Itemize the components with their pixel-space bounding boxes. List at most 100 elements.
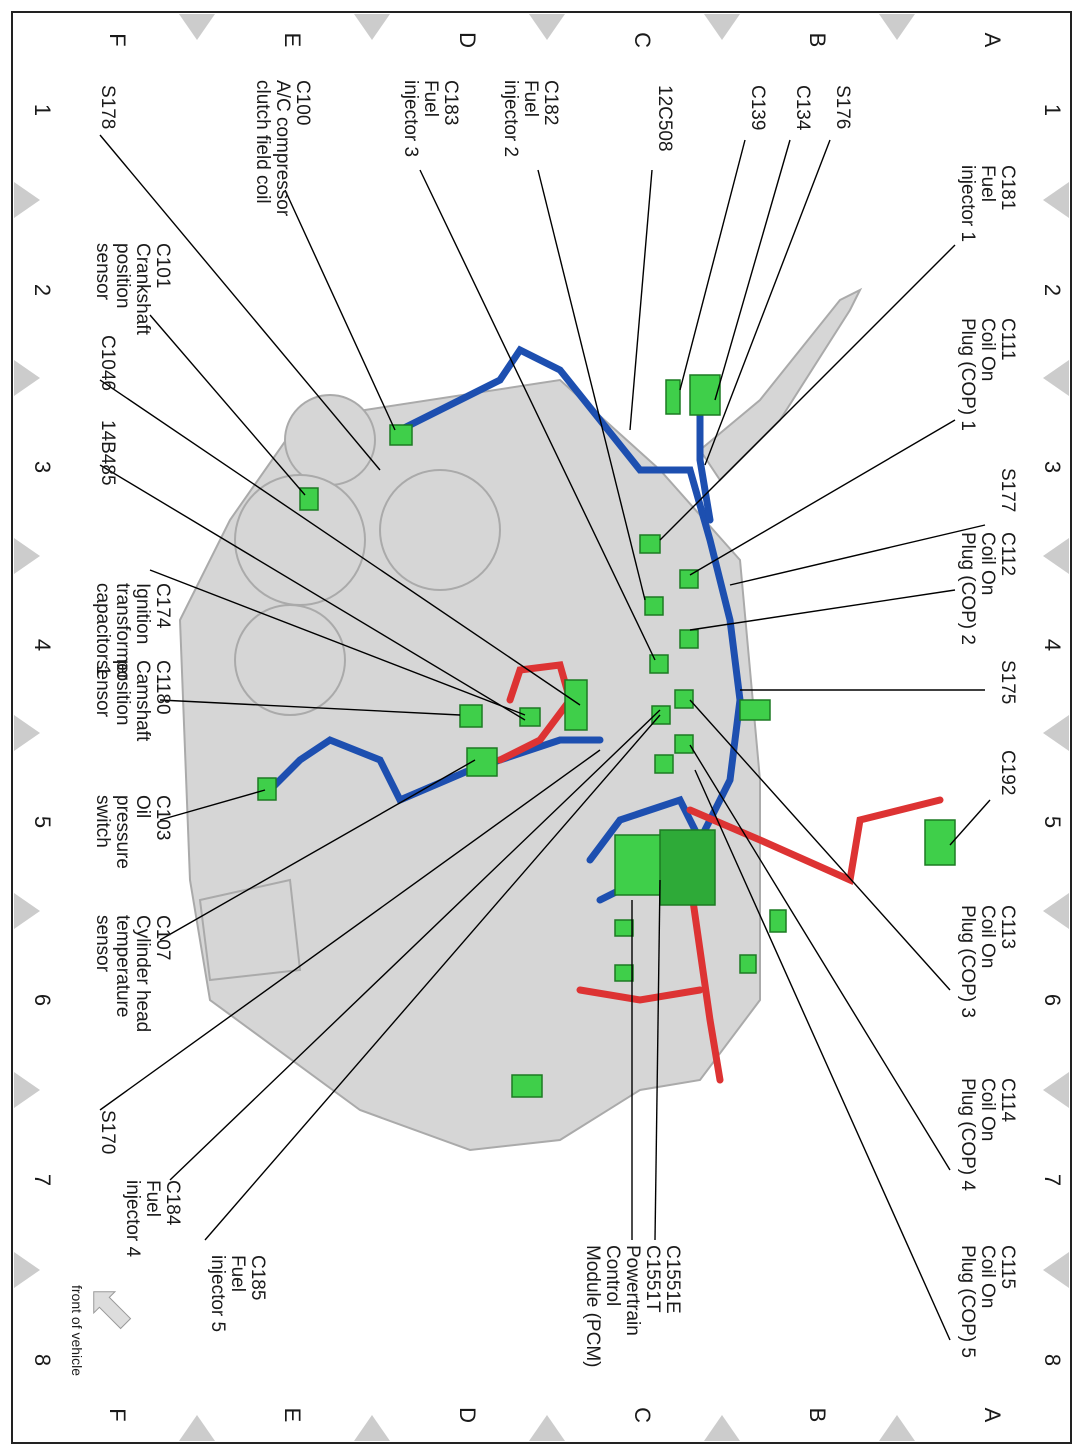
callout-label: S177 [997,468,1018,512]
grid-column-label: F [105,33,130,46]
leader-line [537,169,646,601]
grid-column-label: C [630,1407,655,1423]
grid-row-label: 2 [1040,284,1065,296]
callout-label: C111Coil OnPlug (COP) 1 [957,318,1018,431]
connector [564,679,588,731]
engine [178,287,956,1152]
grid-marker [14,893,40,929]
callout-label: C1046 [97,335,118,391]
connector [739,699,771,721]
grid-column-label: C [630,32,655,48]
callout-label: S170 [97,1110,118,1154]
front-label: front of vehicle [69,1285,85,1376]
callout-line: Coil On [977,532,998,595]
callout-line: S170 [97,1110,118,1154]
callout-line: C185 [247,1255,268,1300]
callout-line: C115 [997,1245,1018,1289]
grid-row-label: 3 [1040,461,1065,473]
grid-row-label: 1 [30,104,55,116]
connector [459,704,483,728]
callout-label: C100A/C compressorclutch field coil [252,80,313,217]
grid-marker [529,1415,565,1441]
grid-marker [1043,538,1069,574]
leader-line [729,524,986,586]
grid-column-label: D [455,1407,480,1423]
callout-label: C1551EC1551TPowertrainControlModule (PCM… [582,1245,683,1367]
connector [639,534,661,554]
callout-line: clutch field coil [252,80,273,204]
callout-line: position [112,243,133,309]
callout-line: S176 [832,85,853,129]
callout-line: C183 [440,80,461,125]
connector [614,919,634,937]
harness-red [686,876,724,1084]
callout-label: S175 [997,660,1018,704]
leader-line [149,569,526,716]
leader-line [169,709,661,1181]
callout-line: C134 [792,85,813,131]
callout-line: Module (PCM) [582,1245,603,1367]
callout-line: sensor [92,915,113,973]
grid-marker [179,14,215,40]
callout-line: C112 [997,532,1018,576]
callout-label: C184Fuelinjector 4 [122,1180,183,1258]
connector [679,629,699,649]
callout-line: sensor [92,243,113,301]
grid-marker [1043,360,1069,396]
grid-row-label: 6 [30,994,55,1006]
connector [389,424,413,446]
callout-label: C112Coil OnPlug (COP) 2 [957,532,1018,645]
leader-line [629,169,653,431]
leader-line [159,699,461,716]
callout-line: 14B485 [97,420,118,486]
labels: C181Fuelinjector 1 C111Coil OnPlug (COP) … [92,80,1018,1367]
connector [614,964,634,982]
connector [739,954,757,974]
pulley [284,394,376,486]
grid-marker [529,14,565,40]
leader-line [689,589,956,631]
callout-line: injector 3 [400,80,421,157]
grid-marker [1043,893,1069,929]
callout-line: Powertrain [622,1245,643,1336]
grid-marker [14,715,40,751]
callout-line: Control [602,1245,623,1306]
grid-marker [14,1252,40,1288]
grid-marker [1043,715,1069,751]
callout-line: C101 [152,243,173,288]
grid-row-label: 8 [30,1354,55,1366]
callout-line: sensor [92,660,113,718]
grid-row-label: 4 [1040,639,1065,651]
pcm-connector [659,829,716,906]
callout-line: Fuel [420,80,441,117]
filter [198,878,302,982]
callout-line: capacitor 1 [92,583,113,676]
callout-label: C115Coil OnPlug (COP) 5 [957,1245,1018,1358]
leader-line [689,419,956,576]
grid-column-label: E [280,33,305,48]
harness [266,736,604,805]
frame [11,11,1072,1444]
leader-line [689,744,951,1171]
grid-marker [1043,182,1069,218]
front-arrow [93,1291,132,1330]
callout-line: C103 [152,795,173,840]
leader-line [679,139,746,391]
callout-label: C181Fuelinjector 1 [957,165,1018,242]
callout-line: pressure [112,795,133,869]
leader-line [99,749,601,1111]
grid-marker [354,14,390,40]
leader-line [704,139,831,466]
connector [649,654,669,674]
grid-marker [879,1415,915,1441]
grid-marker [354,1415,390,1441]
callout-line: Camshaft [132,660,153,742]
callout-line: Fuel [227,1255,248,1292]
grid-row-label: 6 [1040,994,1065,1006]
leader-line [654,879,661,1241]
callout-line: C1046 [97,335,118,391]
callout-line: C181 [997,165,1018,210]
callout-line: 12C508 [654,85,675,152]
callout-line: Coil On [977,1078,998,1141]
